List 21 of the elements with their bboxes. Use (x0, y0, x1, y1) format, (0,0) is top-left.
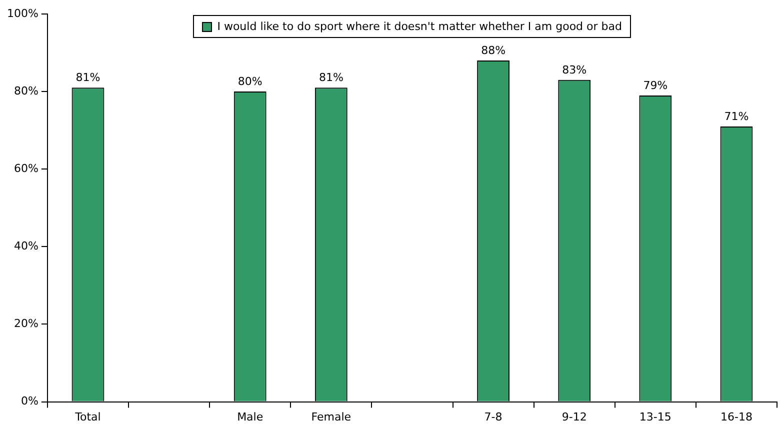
x-tick-label: 13-15 (639, 410, 672, 424)
y-tick-label: 20% (14, 317, 38, 330)
x-tick-label: 16-18 (720, 410, 752, 424)
x-tick-label: 7-8 (484, 410, 502, 424)
data-label: 80% (238, 74, 262, 88)
x-tick-label: Total (74, 410, 101, 424)
y-tick-label: 80% (14, 84, 38, 98)
data-label: 83% (562, 63, 587, 76)
data-label: 81% (76, 71, 100, 84)
data-label: 71% (724, 110, 749, 123)
x-tick-label: 9-12 (562, 410, 587, 424)
data-label: 79% (643, 78, 668, 92)
y-tick-label: 100% (6, 6, 38, 20)
y-tick-label: 40% (14, 240, 38, 253)
x-tick-label: Female (311, 410, 352, 424)
y-tick-label: 0% (20, 394, 38, 408)
legend-label: I would like to do sport where it doesn't matter whether I am good or bad (217, 20, 622, 33)
x-tick-label: Male (237, 410, 264, 424)
data-label: 81% (318, 71, 344, 84)
y-tick-label: 60% (14, 162, 38, 175)
data-label: 88% (481, 44, 506, 57)
